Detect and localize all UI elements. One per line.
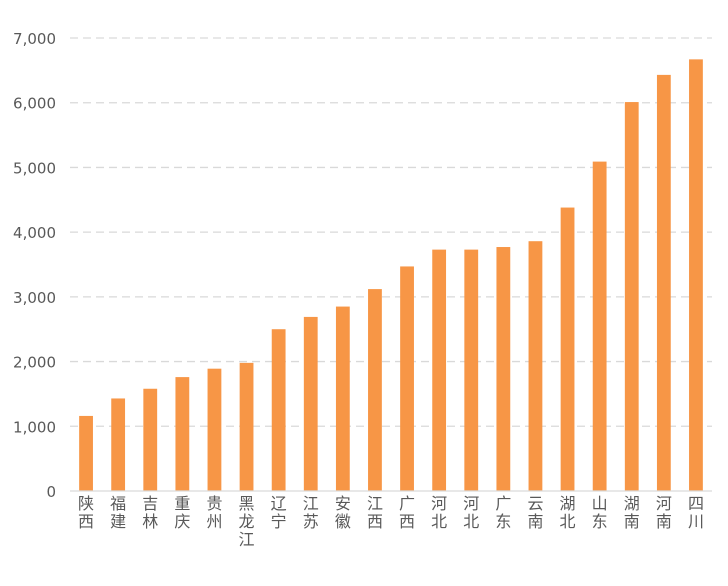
bar: [656, 74, 671, 491]
x-tick-label: 安徽: [335, 494, 351, 531]
x-tick-label: 河北: [431, 494, 447, 531]
y-axis: 0 1,000 2,000 3,000 4,000 5,000 6,000 7,000: [13, 30, 56, 501]
bar: [271, 329, 286, 491]
x-tick-label: 河南: [656, 494, 672, 531]
x-tick-label: 广西: [399, 494, 415, 531]
x-tick-label: 广东: [495, 494, 511, 531]
x-tick-label: 吉林: [142, 494, 158, 531]
x-tick-label: 湖北: [560, 494, 576, 531]
bar: [624, 102, 639, 492]
x-tick-label: 江苏: [303, 494, 319, 531]
bar: [528, 241, 543, 491]
bar: [79, 415, 93, 491]
y-tick-label: 7,000: [13, 30, 56, 48]
bars: [79, 59, 703, 492]
y-tick-label: 6,000: [13, 95, 56, 113]
x-tick-label: 湖南: [624, 494, 640, 531]
bar: [560, 207, 575, 491]
x-tick-label: 陕西: [78, 494, 94, 531]
y-tick-label: 1,000: [13, 418, 56, 436]
bar: [143, 388, 158, 491]
bar: [175, 377, 190, 491]
bar: [464, 249, 479, 491]
x-tick-label: 云南: [527, 494, 543, 531]
x-tick-label: 江西: [367, 494, 383, 531]
bar: [432, 249, 447, 491]
x-axis: 陕西福建吉林重庆贵州黑龙江辽宁江苏安徽江西广西河北河北广东云南湖北山东湖南河南四…: [78, 494, 704, 549]
bar: [111, 398, 126, 491]
y-tick-label: 0: [46, 483, 56, 501]
x-tick-label: 辽宁: [271, 494, 287, 531]
bar: [207, 368, 222, 491]
y-tick-label: 3,000: [13, 289, 56, 307]
x-tick-label: 福建: [110, 494, 126, 531]
y-tick-label: 5,000: [13, 159, 56, 177]
bar: [239, 362, 254, 491]
bar: [335, 306, 350, 491]
bar: [496, 247, 511, 491]
bar: [368, 289, 382, 491]
x-tick-label: 黑龙江: [239, 494, 255, 549]
bar: [689, 59, 703, 491]
x-tick-label: 河北: [463, 494, 479, 531]
y-tick-label: 2,000: [13, 354, 56, 372]
bar: [400, 266, 414, 491]
x-tick-label: 重庆: [174, 494, 190, 531]
y-tick-label: 4,000: [13, 224, 56, 242]
x-tick-label: 山东: [592, 494, 608, 531]
bar: [592, 161, 607, 491]
gridlines: [70, 37, 712, 427]
x-tick-label: 四川: [688, 494, 704, 531]
bar: [303, 316, 318, 491]
x-tick-label: 贵州: [206, 494, 222, 531]
